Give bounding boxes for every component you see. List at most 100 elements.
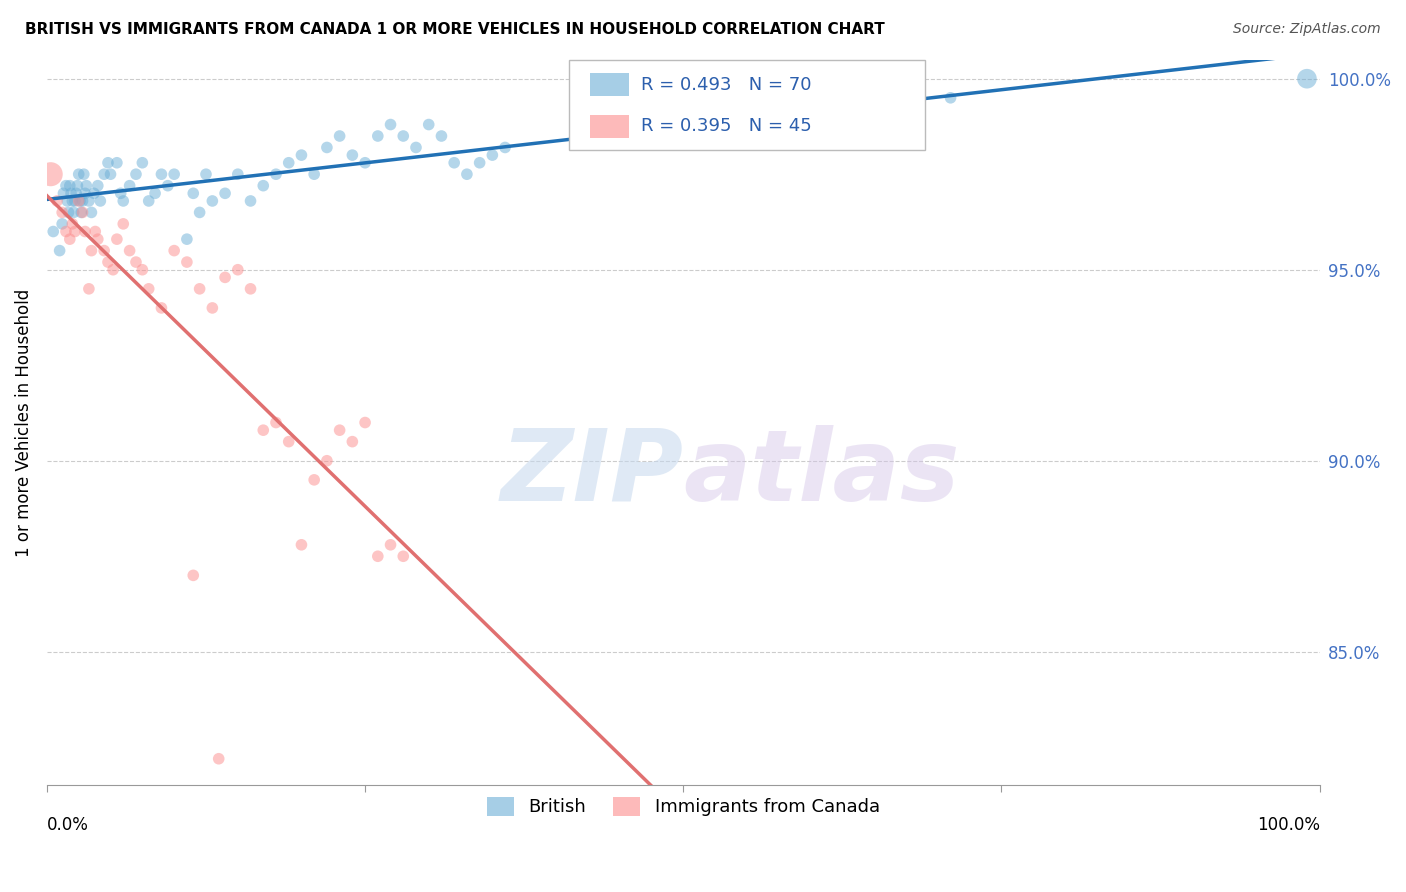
Point	[214, 186, 236, 201]
Point	[150, 301, 173, 315]
Point	[125, 255, 148, 269]
Point	[214, 270, 236, 285]
Point	[77, 194, 100, 208]
FancyBboxPatch shape	[569, 60, 925, 151]
Point	[59, 178, 82, 193]
Point	[392, 128, 415, 143]
Text: R = 0.395   N = 45: R = 0.395 N = 45	[641, 118, 813, 136]
Text: BRITISH VS IMMIGRANTS FROM CANADA 1 OR MORE VEHICLES IN HOUSEHOLD CORRELATION CH: BRITISH VS IMMIGRANTS FROM CANADA 1 OR M…	[25, 22, 884, 37]
Point	[56, 194, 79, 208]
Point	[468, 155, 491, 169]
Y-axis label: 1 or more Vehicles in Household: 1 or more Vehicles in Household	[15, 288, 32, 557]
Point	[80, 205, 103, 219]
Text: Source: ZipAtlas.com: Source: ZipAtlas.com	[1233, 22, 1381, 37]
Point	[63, 194, 86, 208]
Point	[60, 194, 83, 208]
Point	[226, 262, 249, 277]
Point	[188, 205, 211, 219]
Point	[181, 186, 204, 201]
Point	[55, 225, 77, 239]
Point	[277, 434, 299, 449]
Point	[62, 205, 84, 219]
Point	[380, 118, 402, 132]
Point	[181, 568, 204, 582]
Point	[195, 167, 218, 181]
Point	[316, 140, 339, 154]
Point	[277, 155, 299, 169]
Bar	[591, 73, 628, 96]
Point	[1296, 71, 1319, 86]
Point	[138, 194, 160, 208]
Point	[329, 423, 352, 437]
Point	[67, 194, 90, 208]
Point	[125, 167, 148, 181]
Point	[367, 549, 389, 564]
Point	[87, 178, 110, 193]
Point	[143, 186, 166, 201]
Point	[75, 225, 97, 239]
Point	[329, 128, 352, 143]
Point	[392, 549, 415, 564]
Point	[290, 538, 312, 552]
Point	[367, 128, 389, 143]
Point	[138, 282, 160, 296]
Point	[354, 416, 377, 430]
Point	[156, 178, 179, 193]
Point	[176, 255, 198, 269]
Point	[112, 217, 135, 231]
Point	[105, 232, 128, 246]
Point	[405, 140, 427, 154]
Text: R = 0.493   N = 70: R = 0.493 N = 70	[641, 76, 811, 94]
Point	[112, 194, 135, 208]
Point	[59, 232, 82, 246]
Bar	[591, 115, 628, 138]
Point	[60, 186, 83, 201]
Point	[939, 91, 962, 105]
Point	[93, 244, 115, 258]
Point	[201, 194, 224, 208]
Point	[97, 155, 120, 169]
Point	[264, 167, 287, 181]
Legend: British, Immigrants from Canada: British, Immigrants from Canada	[479, 789, 887, 823]
Point	[101, 262, 124, 277]
Point	[163, 244, 186, 258]
Point	[239, 194, 262, 208]
Point	[75, 178, 97, 193]
Point	[66, 178, 89, 193]
Point	[72, 194, 94, 208]
Point	[354, 155, 377, 169]
Point	[48, 244, 70, 258]
Point	[208, 752, 231, 766]
Point	[97, 255, 120, 269]
Point	[70, 205, 93, 219]
Point	[93, 167, 115, 181]
Point	[494, 140, 516, 154]
Point	[73, 167, 96, 181]
Point	[302, 167, 325, 181]
Point	[302, 473, 325, 487]
Point	[89, 194, 111, 208]
Point	[380, 538, 402, 552]
Point	[342, 434, 364, 449]
Point	[131, 155, 153, 169]
Point	[176, 232, 198, 246]
Point	[239, 282, 262, 296]
Point	[264, 416, 287, 430]
Text: 100.0%: 100.0%	[1257, 816, 1320, 834]
Point	[105, 155, 128, 169]
Point	[42, 225, 65, 239]
Point	[163, 167, 186, 181]
Point	[252, 178, 274, 193]
Point	[51, 217, 73, 231]
Point	[118, 244, 141, 258]
Point	[80, 244, 103, 258]
Point	[456, 167, 478, 181]
Point	[52, 186, 75, 201]
Point	[77, 282, 100, 296]
Point	[418, 118, 440, 132]
Point	[118, 178, 141, 193]
Point	[60, 217, 83, 231]
Point	[150, 167, 173, 181]
Point	[75, 186, 97, 201]
Point	[131, 262, 153, 277]
